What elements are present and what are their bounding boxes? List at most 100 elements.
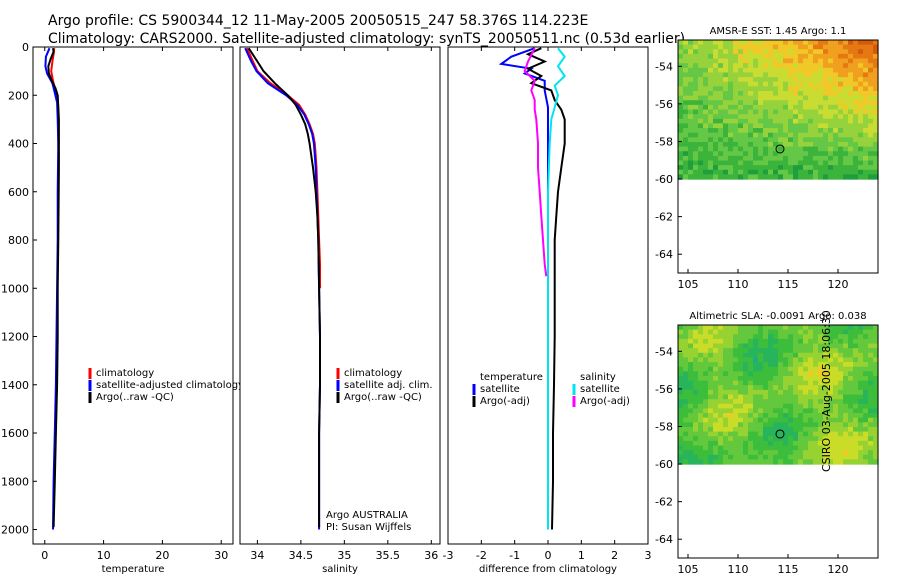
heatmap-cell (743, 77, 749, 83)
heatmap-cell (823, 366, 829, 372)
heatmap-cell (728, 123, 734, 129)
heatmap-cell (813, 123, 819, 129)
heatmap-cell (698, 450, 704, 456)
heatmap-cell (858, 366, 864, 372)
heatmap-cell (863, 44, 869, 50)
heatmap-cell (723, 399, 729, 405)
heatmap-cell (703, 95, 709, 101)
heatmap-cell (868, 114, 874, 120)
heatmap-cell (768, 128, 774, 134)
heatmap-cell (698, 104, 704, 111)
heatmap-cell (693, 445, 699, 451)
y-tick-label: -54 (655, 60, 673, 73)
heatmap-cell (808, 169, 814, 176)
heatmap-cell (858, 450, 864, 456)
heatmap-cell (838, 123, 844, 129)
heatmap-cell (853, 371, 859, 377)
heatmap-cell (683, 357, 689, 363)
heatmap-cell (813, 454, 819, 461)
heatmap-cell (788, 399, 794, 405)
heatmap-cell (703, 174, 709, 180)
heatmap-cell (848, 44, 854, 50)
heatmap-cell (833, 422, 839, 428)
heatmap-cell (678, 174, 684, 180)
heatmap-cell (688, 81, 694, 87)
heatmap-cell (803, 141, 809, 148)
heatmap-cell (678, 440, 684, 447)
y-tick-label: -58 (655, 135, 673, 148)
heatmap-cell (863, 371, 869, 377)
heatmap-cell (858, 40, 864, 46)
heatmap-cell (823, 334, 829, 340)
heatmap-cell (733, 329, 739, 335)
heatmap-cell (873, 445, 879, 451)
heatmap-cell (773, 338, 779, 345)
heatmap-cell (813, 375, 819, 382)
heatmap-cell (763, 389, 769, 396)
heatmap-cell (743, 417, 749, 423)
heatmap-cell (853, 445, 859, 451)
heatmap-cell (838, 63, 844, 69)
heatmap-cell (713, 394, 719, 400)
heatmap-cell (798, 440, 804, 447)
heatmap-cell (753, 160, 759, 166)
heatmap-cell (688, 413, 694, 419)
heatmap-cell (713, 329, 719, 335)
heatmap-cell (808, 128, 814, 134)
heatmap-cell (758, 100, 764, 106)
heatmap-cell (873, 44, 879, 50)
heatmap-cell (713, 426, 719, 433)
heatmap-cell (678, 459, 684, 465)
heatmap-cell (858, 440, 864, 447)
heatmap-cell (818, 348, 824, 354)
heatmap-cell (833, 40, 839, 46)
heatmap-cell (693, 417, 699, 423)
heatmap-cell (783, 403, 789, 410)
heatmap-cell (768, 329, 774, 335)
heatmap-cell (858, 137, 864, 143)
heatmap-cell (813, 436, 819, 442)
heatmap-cell (763, 169, 769, 176)
heatmap-cell (843, 132, 849, 138)
heatmap-cell (798, 95, 804, 101)
heatmap-cell (728, 450, 734, 456)
heatmap-cell (848, 436, 854, 442)
heatmap-cell (758, 169, 764, 176)
heatmap-cell (723, 128, 729, 134)
heatmap-cell (728, 459, 734, 465)
heatmap-cell (678, 128, 684, 134)
heatmap-cell (748, 104, 754, 111)
heatmap-cell (718, 44, 724, 50)
heatmap-cell (838, 450, 844, 456)
heatmap-cell (738, 160, 744, 166)
heatmap-cell (798, 169, 804, 176)
heatmap-cell (868, 445, 874, 451)
heatmap-cell (753, 348, 759, 354)
heatmap-cell (683, 155, 689, 162)
heatmap-cell (708, 165, 714, 171)
heatmap-cell (813, 132, 819, 138)
heatmap-cell (793, 366, 799, 372)
heatmap-cell (818, 100, 824, 106)
heatmap-cell (873, 137, 879, 143)
x-tick-label: 120 (828, 278, 849, 291)
heatmap-cell (858, 422, 864, 428)
heatmap-cell (838, 53, 844, 60)
heatmap-cell (863, 375, 869, 382)
heatmap-cell (823, 81, 829, 87)
heatmap-cell (723, 174, 729, 180)
heatmap-cell (703, 155, 709, 162)
heatmap-cell (858, 417, 864, 423)
heatmap-cell (868, 403, 874, 410)
heatmap-cell (718, 338, 724, 345)
map-heatmap (678, 325, 879, 465)
heatmap-cell (683, 426, 689, 433)
heatmap-cell (778, 343, 784, 349)
heatmap-cell (763, 160, 769, 166)
heatmap-cell (853, 417, 859, 423)
heatmap-cell (728, 454, 734, 461)
heatmap-cell (843, 389, 849, 396)
heatmap-cell (683, 151, 689, 157)
heatmap-cell (868, 165, 874, 171)
heatmap-cell (818, 375, 824, 382)
